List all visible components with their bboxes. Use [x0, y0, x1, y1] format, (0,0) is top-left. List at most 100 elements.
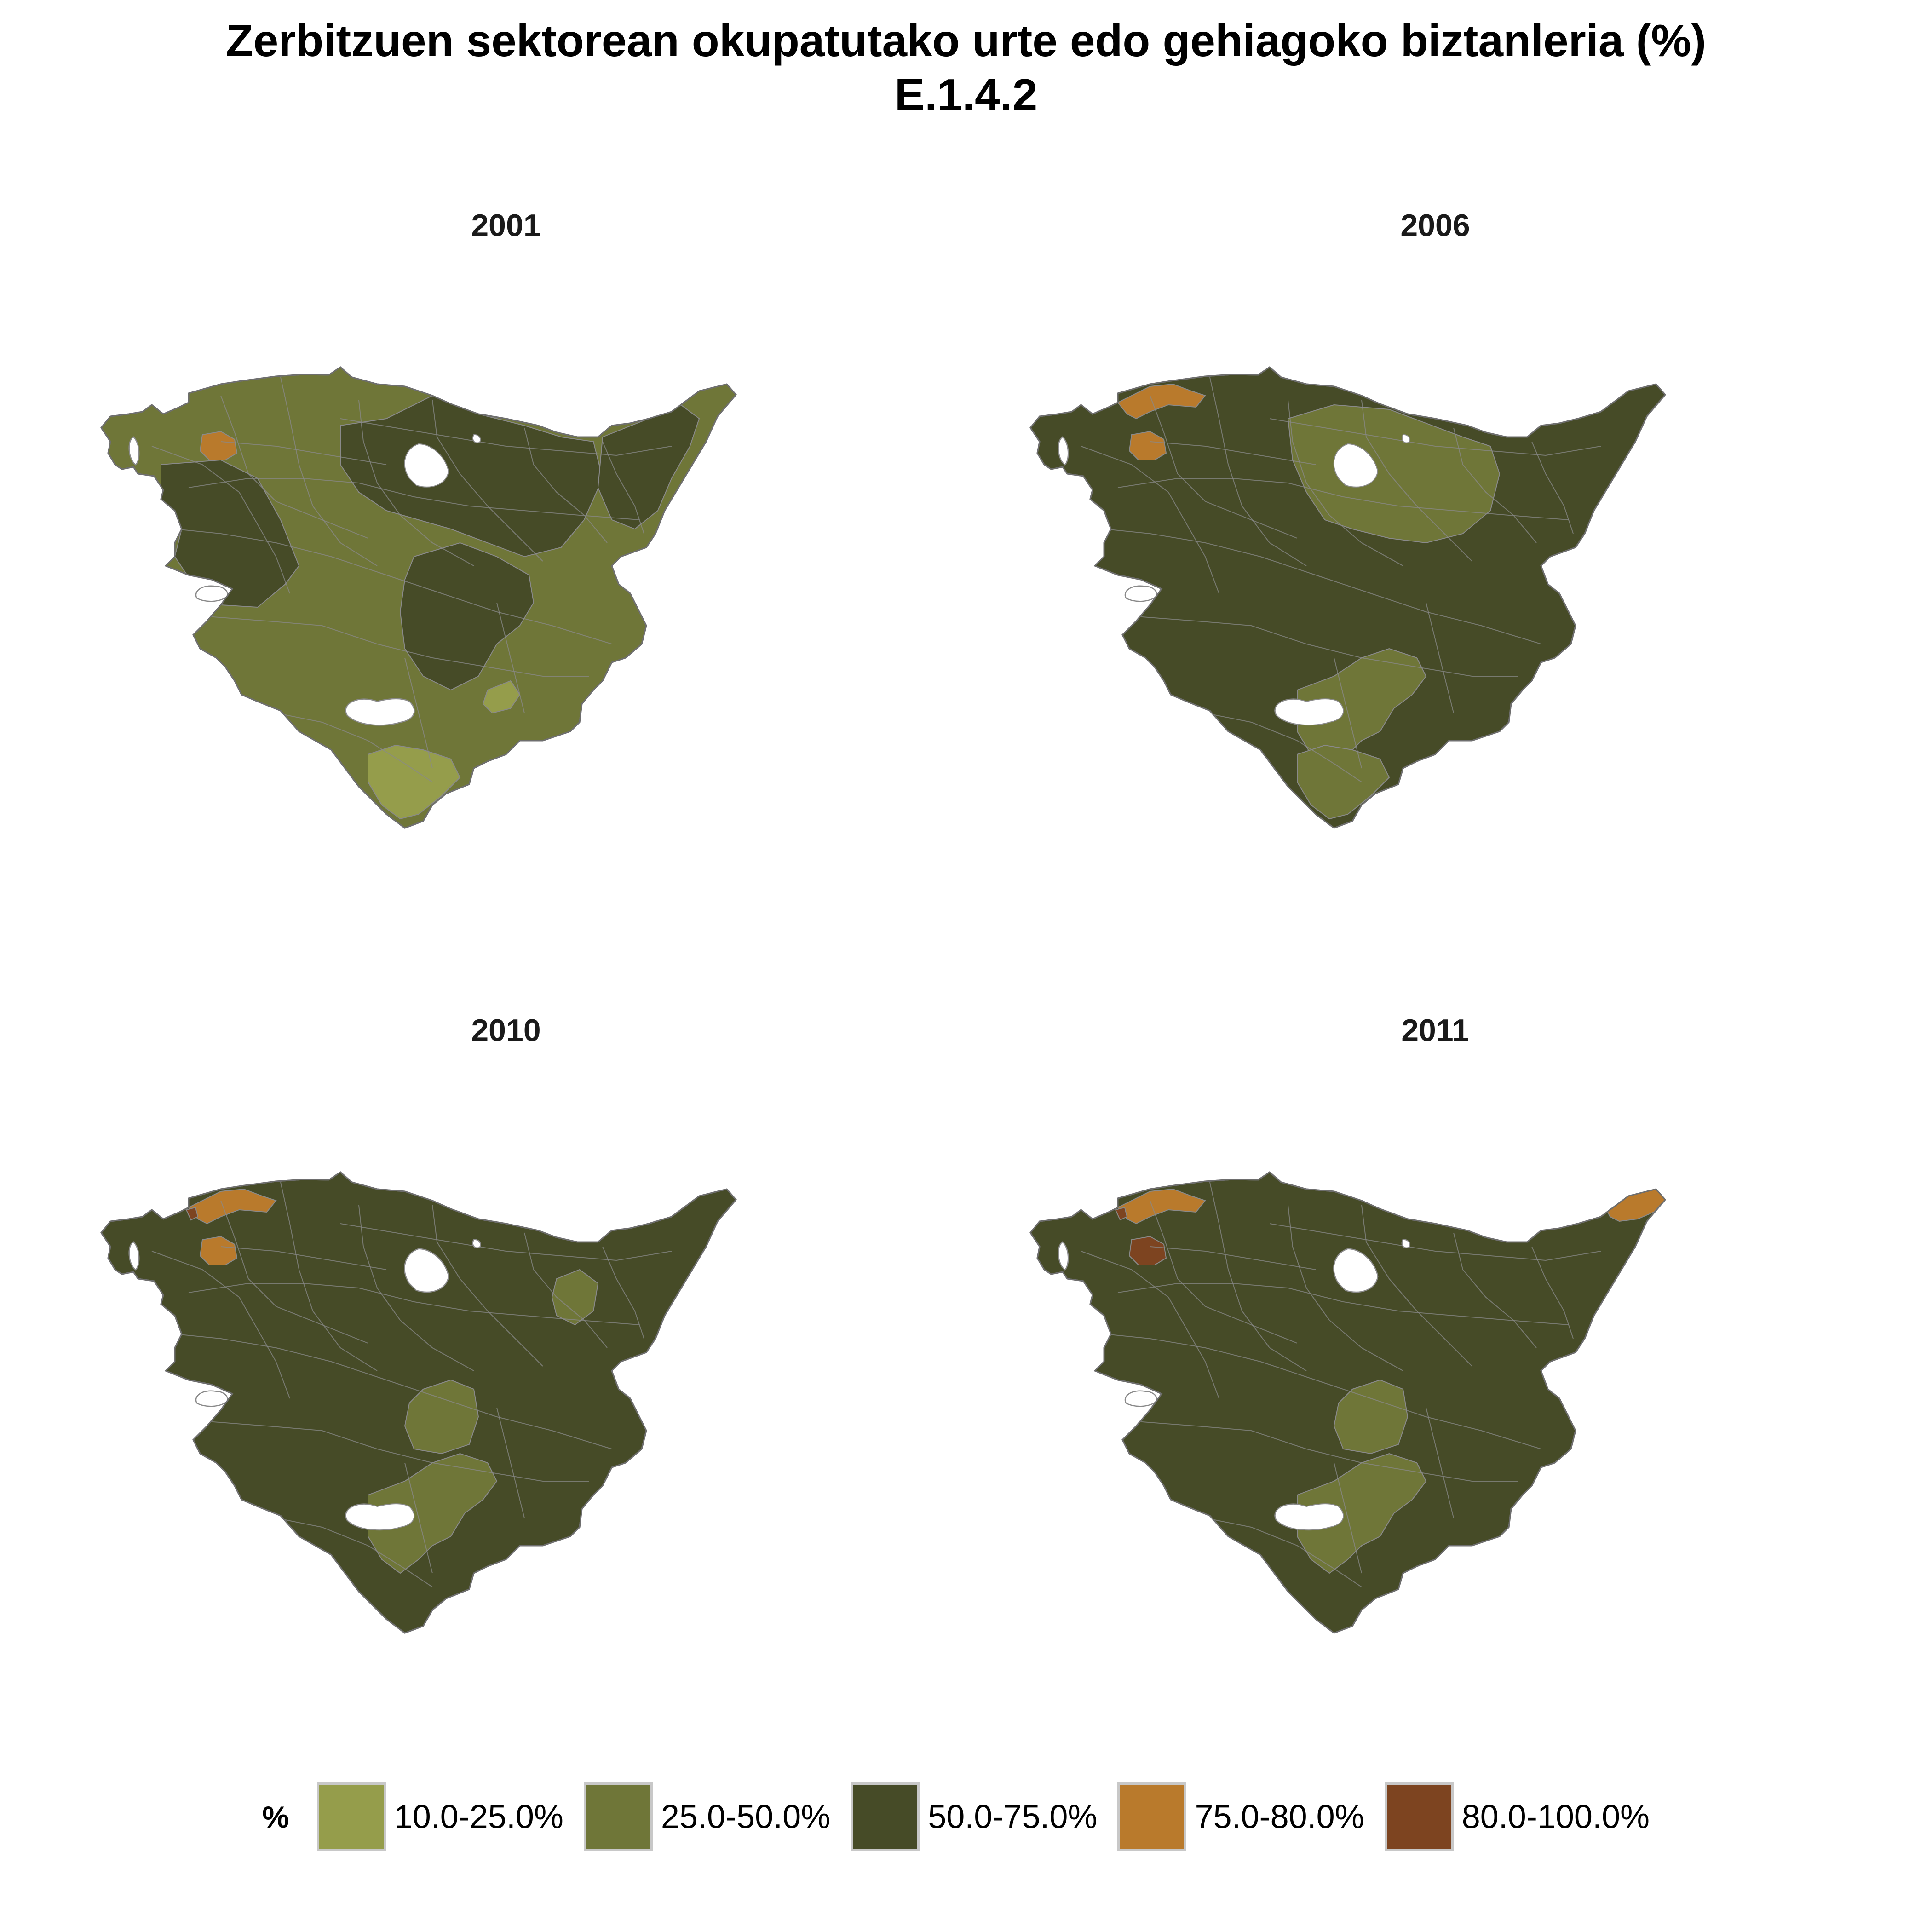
municipality-border: [358, 1205, 474, 1371]
municipality-border: [1269, 418, 1601, 456]
municipality-border: [276, 713, 433, 782]
municipality-border: [1205, 713, 1362, 782]
region-south-center: [1297, 1453, 1427, 1574]
region-south-tip: [368, 744, 461, 820]
map-hole: [472, 434, 481, 443]
region-coast-dot: [185, 1207, 199, 1221]
legend-item: 50.0-75.0%: [851, 1782, 1097, 1852]
municipality-border: [1136, 1421, 1518, 1482]
municipality-border: [220, 441, 387, 465]
legend-swatch: [851, 1782, 920, 1852]
municipality-border: [151, 1251, 290, 1399]
region-north-coast-west: [1117, 383, 1206, 420]
municipality-border: [1288, 1205, 1403, 1371]
municipality-border: [524, 427, 608, 543]
region-south-tip: [1297, 744, 1390, 820]
legend-label: 25.0-50.0%: [661, 1799, 831, 1835]
legend-swatch: [1117, 1782, 1187, 1852]
map-hole: [1402, 1239, 1410, 1248]
map-hole: [1402, 434, 1410, 443]
choropleth-map: [1029, 1171, 1666, 1634]
legend-label: 10.0-25.0%: [394, 1799, 564, 1835]
municipality-border: [276, 1518, 433, 1587]
legend-swatch: [1384, 1782, 1454, 1852]
choropleth-map: [100, 1171, 737, 1634]
legend-item: 80.0-100.0%: [1384, 1782, 1650, 1852]
municipality-border: [340, 418, 672, 456]
municipality-border: [174, 529, 612, 644]
legend-swatch: [316, 1782, 386, 1852]
map-hole: [196, 586, 229, 602]
map-panel-2011: 2011: [975, 1012, 1895, 1771]
territory-outline: [100, 366, 737, 829]
municipality-border: [524, 1232, 608, 1348]
municipality-border: [1205, 1518, 1362, 1587]
municipality-border: [1104, 1334, 1541, 1449]
choropleth-map: [1029, 366, 1666, 829]
municipality-border: [151, 446, 290, 594]
region-coast-dot: [1115, 1207, 1128, 1221]
municipality-border: [432, 1205, 543, 1367]
region-bilbao-core: [1128, 1236, 1167, 1265]
map-hole: [345, 1503, 415, 1531]
territory-outline: [1029, 366, 1666, 829]
region-layer: [185, 1188, 599, 1574]
region-layer: [1117, 383, 1501, 820]
municipality-border: [188, 478, 640, 520]
municipality-border: [1453, 1232, 1537, 1348]
municipality-borders: [1081, 1182, 1601, 1587]
region-center-south: [399, 542, 535, 691]
region-bilbao-core: [199, 431, 238, 460]
map-group: [100, 366, 737, 829]
municipality-border: [1361, 1205, 1472, 1367]
municipality-border: [220, 1200, 368, 1344]
map-hole: [1125, 1391, 1158, 1407]
territory-outline: [1029, 1171, 1666, 1634]
panel-title: 2011: [1401, 1013, 1469, 1048]
legend-swatch: [583, 1782, 653, 1852]
page-title: Zerbitzuen sektorean okupatutako urte ed…: [225, 15, 1707, 66]
municipality-border: [340, 1223, 672, 1261]
municipality-border: [496, 1407, 525, 1518]
region-bilbao-core: [1128, 431, 1167, 460]
map-hole: [1125, 586, 1158, 602]
municipality-border: [220, 1246, 387, 1270]
region-bilbao-core: [199, 1236, 238, 1265]
map-hole: [1333, 1248, 1379, 1293]
municipality-border: [1453, 427, 1537, 543]
region-east-patch: [551, 1269, 599, 1326]
region-layer: [1115, 1188, 1665, 1574]
map-group: [100, 1171, 737, 1634]
municipality-border: [1104, 529, 1541, 644]
municipality-border: [280, 1182, 378, 1371]
choropleth-map: [100, 366, 737, 829]
municipality-border: [1150, 441, 1316, 465]
legend-item: 10.0-25.0%: [316, 1782, 564, 1852]
map-hole: [1058, 436, 1069, 466]
legend-label: 50.0-75.0%: [928, 1799, 1098, 1835]
municipality-border: [1269, 1223, 1601, 1261]
map-hole: [404, 1248, 449, 1293]
municipality-border: [1209, 377, 1307, 566]
municipality-border: [1288, 400, 1403, 566]
municipality-border: [1334, 657, 1362, 769]
municipality-border: [358, 400, 474, 566]
municipality-borders: [151, 377, 672, 782]
region-center-patch: [404, 1379, 479, 1455]
municipality-border: [1334, 1462, 1362, 1574]
legend-label: 80.0-100.0%: [1461, 1799, 1650, 1835]
region-center-east: [1287, 404, 1501, 544]
municipality-border: [1081, 446, 1219, 594]
panel-title: 2010: [471, 1013, 541, 1048]
municipality-border: [404, 1462, 433, 1574]
municipality-border: [1136, 616, 1518, 677]
region-south-east-patch: [482, 680, 521, 714]
map-hole: [128, 1241, 139, 1271]
map-hole: [128, 436, 139, 466]
municipality-borders: [1081, 377, 1601, 782]
map-hole: [1274, 698, 1344, 726]
municipality-border: [220, 395, 368, 539]
region-south-center: [368, 1453, 498, 1574]
map-panel-2001: 2001: [46, 207, 966, 966]
municipality-border: [1150, 1246, 1316, 1270]
